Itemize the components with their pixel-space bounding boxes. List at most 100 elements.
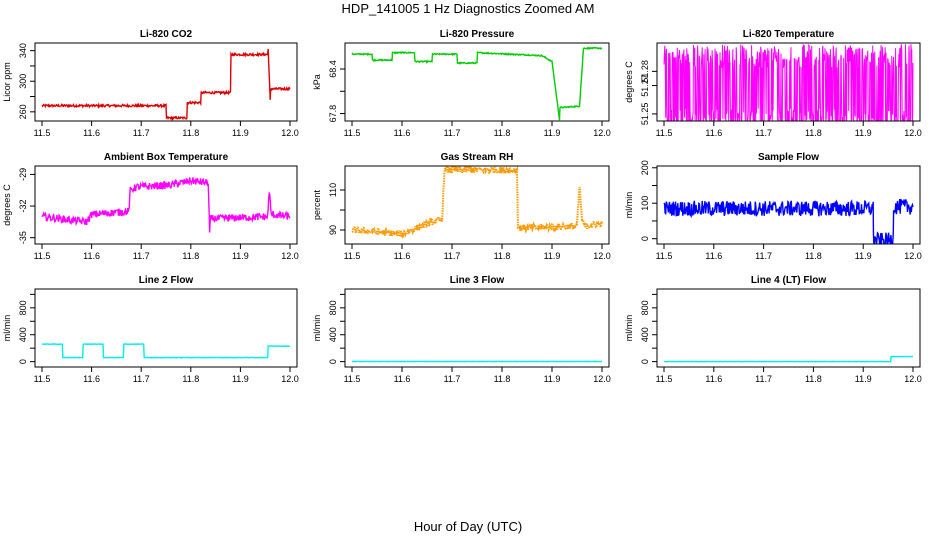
x-tick-label: 11.8 [805,128,822,138]
x-tick-label: 11.9 [232,374,249,384]
x-tick-label: 11.6 [705,374,722,384]
panel-4: Ambient Box Temperature degrees C 11.5 11.6… [2,152,299,261]
y-axis-label: degrees C [624,61,634,103]
x-tick-label: 12.0 [281,374,299,384]
plot-frame [656,42,921,122]
x-tick-label: 11.5 [344,128,361,138]
x-tick-label: 11.8 [182,374,199,384]
y-tick-label: 0 [328,359,338,364]
y-tick-label: -29 [18,168,28,181]
panel-6: Sample Flow ml/min 11.5 11.6 11.7 11.8 11.9 12.… [624,152,922,261]
x-tick-label: 11.8 [182,128,199,138]
y-tick-label: 0 [18,359,28,364]
y-tick-label: 90 [328,225,338,235]
panel-3: Li-820 Temperature degrees C 11.5 11.6 11.7 1… [624,29,922,138]
panel-title: Gas Stream RH [441,152,514,163]
y-tick-label: 67.8 [328,105,338,123]
y-axis-label: ml/min [2,315,12,342]
x-tick-label: 11.6 [83,374,100,384]
x-tick-label: 11.8 [182,251,199,261]
panel-title: Li-820 CO2 [140,29,193,40]
x-tick-label: 11.6 [394,374,411,384]
x-tick-label: 11.8 [494,128,511,138]
y-tick-label: 51.28 [640,60,650,83]
y-axis-label: kPa [312,74,322,90]
figure-title: HDP_141005 1 Hz Diagnostics Zoomed AM [342,1,595,16]
y-tick-label: -35 [18,231,28,244]
x-tick-label: 11.6 [83,251,100,261]
plot-frame [344,165,610,245]
x-tick-label: 11.7 [133,128,150,138]
panel-8: Line 3 Flow ml/min 11.5 11.6 11.7 11.8 11.9 12.… [312,275,611,384]
x-tick-label: 11.6 [705,251,722,261]
x-tick-label: 12.0 [281,128,299,138]
plot-frame [34,165,298,245]
y-tick-label: 400 [640,327,650,342]
series-line [41,48,291,121]
x-tick-label: 11.7 [133,251,150,261]
y-tick-label: 51.25 [640,103,650,126]
x-tick-label: 11.5 [34,251,51,261]
plot-frame [34,288,298,368]
x-tick-label: 11.5 [656,128,673,138]
x-tick-label: 11.9 [855,128,872,138]
y-tick-label: 200 [640,160,650,175]
y-axis-label: percent [312,189,322,220]
x-tick-label: 12.0 [904,374,922,384]
x-tick-label: 11.9 [544,374,561,384]
y-tick-label: 800 [18,300,28,315]
x-tick-label: 11.7 [444,128,461,138]
panel-title: Ambient Box Temperature [104,152,229,163]
y-tick-label: 400 [328,327,338,342]
plot-frame [656,288,921,368]
series-line [351,166,603,240]
y-tick-label: 800 [640,300,650,315]
panel-2: Li-820 Pressure kPa 11.5 11.6 11.7 11.8 11.9 12… [312,29,611,138]
panel-title: Line 2 Flow [139,275,194,286]
series-line [42,343,291,359]
x-tick-label: 11.5 [344,374,361,384]
plot-frame [656,165,921,245]
panel-title: Line 3 Flow [450,275,505,286]
y-tick-label: 260 [18,104,28,119]
y-axis-label: Licor ppm [2,62,12,102]
x-tick-label: 11.6 [394,251,411,261]
x-tick-label: 11.6 [394,128,411,138]
x-tick-label: 11.9 [855,251,872,261]
x-tick-label: 11.7 [755,374,772,384]
x-tick-label: 11.7 [133,374,150,384]
x-tick-label: 11.8 [805,251,822,261]
panel-title: Li-820 Pressure [440,29,515,40]
series-line [41,177,291,233]
x-tick-label: 12.0 [593,251,611,261]
y-tick-label: 51.27 [640,74,650,97]
y-tick-label: 100 [640,196,650,211]
panel-7: Line 2 Flow ml/min 11.5 11.6 11.7 11.8 11.9 12.… [2,275,299,384]
x-tick-label: 12.0 [904,128,922,138]
x-tick-label: 11.7 [755,128,772,138]
y-tick-label: 400 [18,327,28,342]
y-axis-label: ml/min [312,315,322,342]
x-tick-label: 11.9 [855,374,872,384]
y-tick-label: 0 [640,236,650,241]
panel-5: Gas Stream RH percent 11.5 11.6 11.7 11.8 11.9… [312,152,611,261]
panel-title: Line 4 (LT) Flow [751,275,827,286]
plot-frame [344,288,610,368]
y-tick-label: 340 [18,43,28,58]
series-line [351,46,603,121]
y-axis-label: ml/min [624,192,634,219]
y-tick-label: 800 [328,300,338,315]
y-tick-label: 110 [328,183,338,197]
plot-frame [34,42,298,122]
panel-9: Line 4 (LT) Flow ml/min 11.5 11.6 11.7 11.8 11… [624,275,922,384]
series-line [663,355,914,363]
y-tick-label: 300 [18,74,28,89]
series-line [663,198,914,244]
panel-title: Sample Flow [758,152,819,163]
plot-frame [344,42,610,122]
x-tick-label: 11.9 [232,251,249,261]
panel-title: Li-820 Temperature [743,29,835,40]
y-axis-label: ml/min [624,315,634,342]
x-tick-label: 12.0 [593,374,611,384]
